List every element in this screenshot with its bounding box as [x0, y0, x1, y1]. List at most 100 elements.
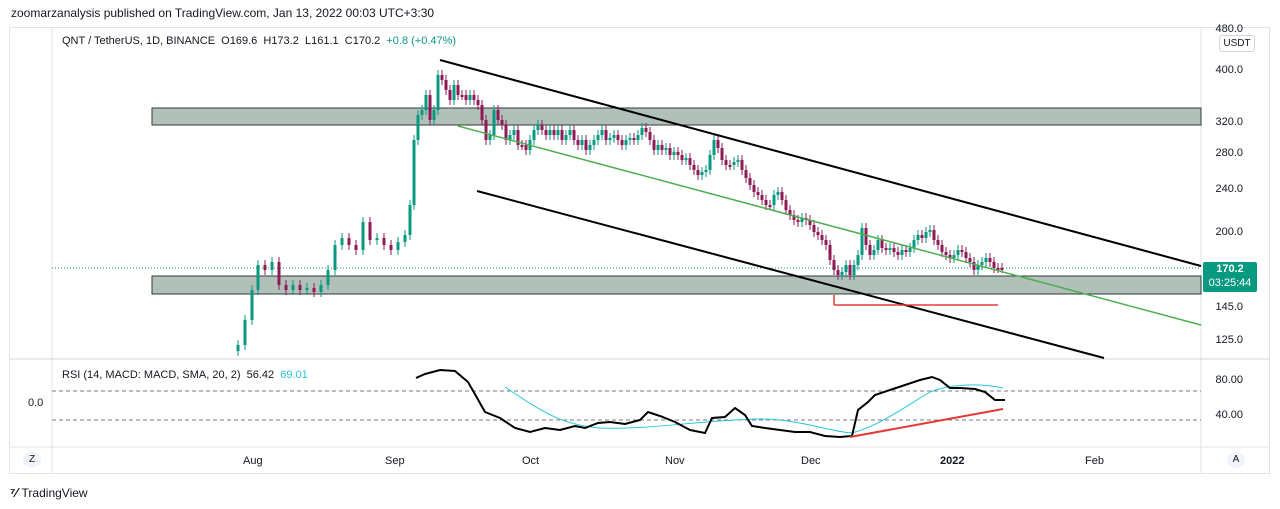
time-label-dec: Dec: [801, 455, 821, 467]
channel-lower-line: [476, 190, 1105, 359]
time-label-feb: Feb: [1085, 455, 1104, 467]
candle-body: [840, 272, 844, 275]
candle-body: [468, 95, 472, 100]
candle-body: [816, 232, 820, 235]
candle-body: [680, 155, 684, 160]
candle-body: [772, 195, 776, 205]
candle-body: [736, 160, 740, 162]
candle-body: [656, 145, 660, 150]
candle-body: [564, 135, 568, 140]
candle-body: [956, 250, 960, 255]
candle-body: [568, 130, 572, 135]
candle-body: [270, 262, 274, 270]
candle-body: [312, 288, 316, 292]
candle-body: [440, 75, 444, 80]
candle-body: [836, 270, 840, 275]
candle-body: [256, 265, 260, 290]
candle-body: [576, 140, 580, 145]
ohlc-high: H173.2: [263, 35, 299, 47]
candle-body: [644, 128, 648, 132]
symbol-info[interactable]: QNT / TetherUS, 1D, BINANCE O169.6 H173.…: [62, 35, 456, 47]
candle-body: [716, 140, 720, 148]
candle-body: [456, 85, 460, 95]
candle-body: [832, 260, 836, 270]
candle-body: [696, 170, 700, 175]
rsi-left-label: 0.0: [28, 397, 44, 409]
candle-body: [354, 245, 358, 250]
candle-body: [788, 210, 792, 215]
candle-body: [828, 245, 832, 260]
candle-body: [604, 130, 608, 140]
time-label-oct: Oct: [522, 455, 540, 467]
candle-body: [904, 250, 908, 252]
candle-body: [932, 230, 936, 240]
candle-body: [752, 185, 756, 192]
candle-body: [520, 145, 524, 147]
candle-body: [860, 228, 864, 255]
candle-body: [624, 140, 628, 145]
rsi-value: 56.42: [246, 369, 275, 381]
candle-body: [424, 95, 428, 110]
footer-brand[interactable]: ⁷⁄ TradingView: [10, 485, 88, 500]
candle-body: [808, 220, 812, 225]
candle-body: [524, 145, 528, 150]
candle-body: [620, 140, 624, 145]
candle-body: [872, 250, 876, 255]
trend-midline: [457, 125, 1202, 326]
candle-body: [900, 250, 904, 255]
candlesticks: [236, 70, 1004, 356]
candle-body: [676, 152, 680, 155]
candle-body: [361, 222, 365, 250]
candle-body: [277, 262, 281, 285]
candle-body: [704, 170, 708, 172]
candle-body: [936, 240, 940, 245]
last-price-value: 170.2: [1216, 263, 1244, 275]
candle-body: [263, 265, 267, 270]
candle-body: [712, 140, 716, 155]
rsi-legend[interactable]: RSI (14, MACD: MACD, SMA, 20, 2) 56.42 6…: [62, 369, 308, 381]
candle-body: [608, 138, 612, 140]
candle-body: [333, 245, 337, 270]
auto-scale-button[interactable]: A: [1227, 452, 1245, 468]
candle-body: [892, 248, 896, 252]
candle-body: [291, 285, 295, 290]
candle-body: [532, 130, 536, 140]
publisher-line: zoomarzanalysis published on TradingView…: [11, 6, 435, 20]
candle-body: [920, 235, 924, 238]
candle-body: [924, 232, 928, 238]
candle-body: [912, 240, 916, 248]
candle-body: [708, 155, 712, 170]
candle-body: [389, 245, 393, 250]
candle-body: [340, 238, 344, 245]
candle-body: [688, 158, 692, 165]
candle-body: [984, 258, 988, 262]
candle-body: [776, 192, 780, 195]
candle-body: [236, 345, 240, 351]
price-label: 280.0: [1215, 147, 1243, 159]
candle-body: [812, 225, 816, 232]
candle-body: [916, 235, 920, 240]
time-label-sep: Sep: [385, 455, 405, 467]
candle-body: [616, 135, 620, 140]
candle-body: [884, 248, 888, 250]
candle-body: [880, 240, 884, 248]
candle-body: [980, 262, 984, 265]
candle-body: [908, 248, 912, 252]
zoom-button[interactable]: Z: [23, 452, 41, 468]
candle-body: [756, 192, 760, 195]
candle-body: [420, 110, 424, 115]
currency-button[interactable]: USDT: [1219, 35, 1255, 52]
candle-body: [512, 130, 516, 135]
price-label: 145.0: [1215, 301, 1243, 313]
candle-body: [480, 105, 484, 120]
candle-body: [250, 290, 254, 320]
candle-body: [444, 80, 448, 90]
candle-body: [964, 252, 968, 258]
candle-body: [488, 135, 492, 140]
candle-body: [732, 162, 736, 165]
candle-body: [428, 95, 432, 120]
candle-body: [944, 252, 948, 255]
candle-body: [319, 285, 323, 292]
price-label: 200.0: [1215, 226, 1243, 238]
